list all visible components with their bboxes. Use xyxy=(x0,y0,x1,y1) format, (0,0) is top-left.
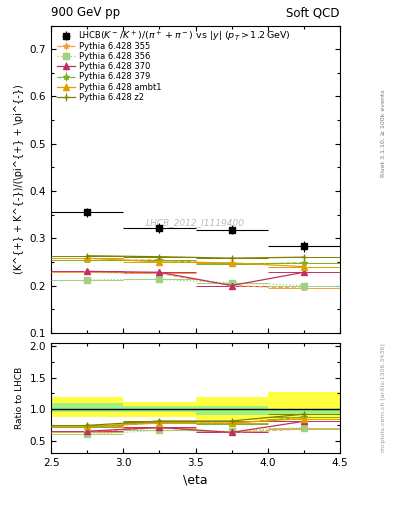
Legend: LHCB, Pythia 6.428 355, Pythia 6.428 356, Pythia 6.428 370, Pythia 6.428 379, Py: LHCB, Pythia 6.428 355, Pythia 6.428 356… xyxy=(53,28,164,105)
Y-axis label: (K^{+} + K^{-})/(\pi^{+} + \pi^{-}): (K^{+} + K^{-})/(\pi^{+} + \pi^{-}) xyxy=(14,84,24,274)
Text: $(K^-/K^+)/(\pi^++\pi^-)$ vs $|y|$ $(p_T > 1.2\,\mathrm{GeV})$: $(K^-/K^+)/(\pi^++\pi^-)$ vs $|y|$ $(p_T… xyxy=(100,30,291,45)
Text: 900 GeV pp: 900 GeV pp xyxy=(51,7,120,19)
X-axis label: \eta: \eta xyxy=(183,474,208,486)
Y-axis label: Ratio to LHCB: Ratio to LHCB xyxy=(15,367,24,429)
Text: Soft QCD: Soft QCD xyxy=(286,7,340,19)
Text: LHCB_2012_I1119400: LHCB_2012_I1119400 xyxy=(146,218,245,227)
Text: mcplots.cern.ch [arXiv:1306.3436]: mcplots.cern.ch [arXiv:1306.3436] xyxy=(381,344,386,453)
Text: Rivet 3.1.10, ≥ 100k events: Rivet 3.1.10, ≥ 100k events xyxy=(381,89,386,177)
